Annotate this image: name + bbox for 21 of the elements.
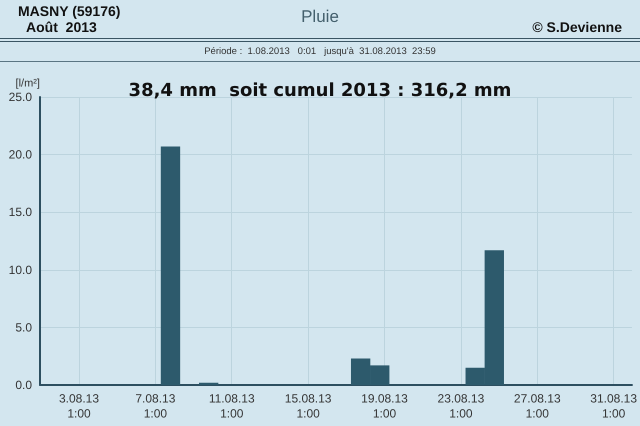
y-tick-label: 10.0 (8, 262, 32, 277)
x-tick-label: 27.08.13 1:00 (514, 392, 561, 420)
y-tick-label: 25.0 (8, 90, 32, 104)
text: Période : 1.08.2013 0:01 jusqu'à 31.08.2013 23:59 (0, 42, 640, 62)
y-tick-label: 20.0 (8, 148, 32, 162)
chart-title: Pluie (301, 7, 339, 26)
y-axis-title: [l/m²] (16, 78, 40, 90)
x-tick-label: 15.08.13 1:00 (284, 392, 332, 420)
x-tick-label: 19.08.13 1:00 (361, 392, 408, 420)
x-tick-label: 23.08.13 1:00 (438, 392, 485, 420)
annotation: 38,4 mm soit cumul 2013 : 316,2 mm (128, 80, 512, 101)
x-tick-label: 31.08.13 1:00 (590, 392, 638, 420)
x-tick-label: 7.08.13 1:00 (135, 392, 176, 420)
x-tick-label: 3.08.13 1:00 (58, 392, 100, 420)
y-tick-label: 5.0 (15, 320, 32, 334)
y-tick-label: 0.0 (15, 378, 32, 392)
text: Août 2013 (26, 19, 97, 35)
y-tick-label: 15.0 (8, 205, 32, 220)
text: © S.Devienne (532, 19, 622, 35)
x-tick-label: 11.08.13 1:00 (208, 392, 255, 420)
text: MASNY (59176) (18, 3, 120, 19)
